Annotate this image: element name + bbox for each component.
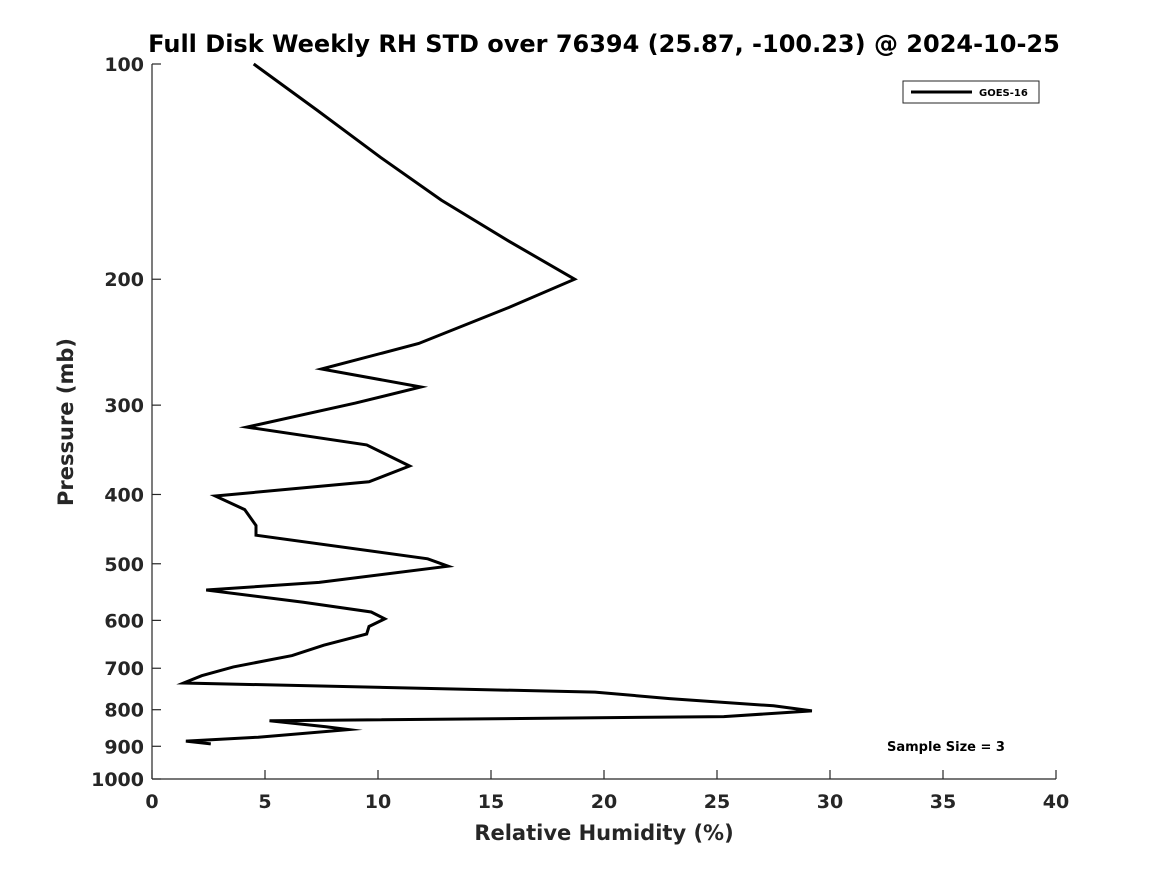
legend-label-goes-16: GOES-16 xyxy=(979,88,1028,99)
chart-title: Full Disk Weekly RH STD over 76394 (25.8… xyxy=(148,30,1060,58)
y-tick-label: 700 xyxy=(104,658,144,680)
x-ticks: 0 5 10 15 20 25 30 35 40 xyxy=(145,770,1069,813)
plot-lines xyxy=(176,62,813,746)
x-axis-label: Relative Humidity (%) xyxy=(474,821,733,845)
y-tick-label: 200 xyxy=(104,269,144,291)
x-tick-label: 20 xyxy=(591,791,617,813)
x-tick-label: 15 xyxy=(478,791,504,813)
series-line-goes-16 xyxy=(176,62,813,746)
y-tick-label: 400 xyxy=(104,484,144,506)
y-tick-label: 1000 xyxy=(91,769,144,791)
y-tick-label: 100 xyxy=(104,54,144,76)
y-tick-label: 500 xyxy=(104,554,144,576)
y-tick-label: 600 xyxy=(104,610,144,632)
x-tick-label: 25 xyxy=(704,791,730,813)
x-tick-label: 35 xyxy=(930,791,956,813)
y-tick-label: 800 xyxy=(104,700,144,722)
x-tick-label: 5 xyxy=(258,791,271,813)
x-tick-label: 0 xyxy=(145,791,158,813)
y-ticks: 100 200 300 400 500 600 700 800 900 1000 xyxy=(91,54,161,791)
x-tick-label: 30 xyxy=(817,791,843,813)
y-axis-label: Pressure (mb) xyxy=(54,338,78,506)
y-tick-label: 900 xyxy=(104,736,144,758)
sample-size-note: Sample Size = 3 xyxy=(887,740,1005,755)
legend: GOES-16 xyxy=(902,80,1040,104)
x-tick-label: 10 xyxy=(365,791,391,813)
x-tick-label: 40 xyxy=(1043,791,1069,813)
y-tick-label: 300 xyxy=(104,395,144,417)
